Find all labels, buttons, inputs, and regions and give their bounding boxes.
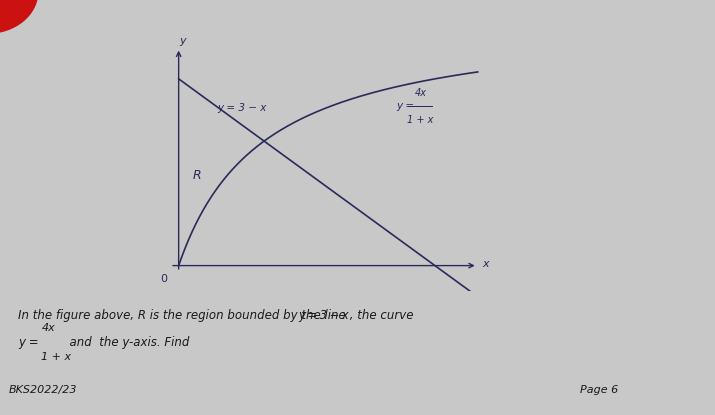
Text: In the figure above, R is the region bounded by the line: In the figure above, R is the region bou… [18, 309, 350, 322]
Text: 1 + x: 1 + x [41, 352, 72, 361]
Text: y =: y = [18, 336, 42, 349]
Text: y = 3 − x: y = 3 − x [217, 103, 267, 113]
Text: R: R [193, 169, 202, 182]
Text: 4x: 4x [41, 323, 55, 333]
Text: y =: y = [397, 101, 418, 111]
Text: y: y [179, 37, 186, 46]
Text: 4x: 4x [415, 88, 426, 98]
Text: Page 6: Page 6 [581, 385, 618, 395]
Ellipse shape [0, 0, 38, 33]
Text: 0: 0 [161, 274, 167, 284]
Text: , the curve: , the curve [346, 309, 413, 322]
Text: 1 + x: 1 + x [408, 115, 433, 125]
Text: y = 3 − x: y = 3 − x [298, 309, 349, 322]
Text: x: x [482, 259, 488, 269]
Text: and  the y-axis. Find: and the y-axis. Find [62, 336, 189, 349]
Text: BKS2022/23: BKS2022/23 [9, 385, 77, 395]
